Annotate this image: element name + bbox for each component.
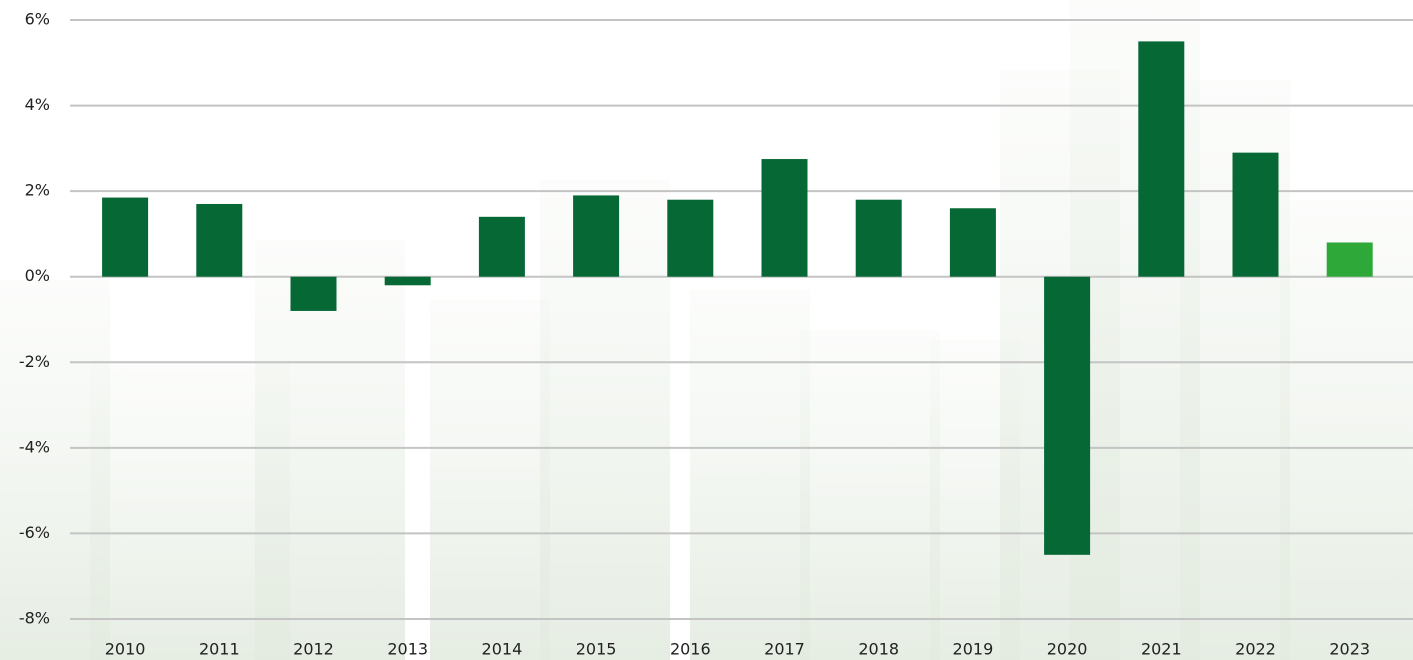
- x-tick-label: 2021: [1141, 640, 1182, 659]
- bar: [384, 276, 431, 286]
- x-tick-label: 2022: [1235, 640, 1276, 659]
- y-tick-label: 6%: [25, 10, 50, 29]
- bar: [1044, 276, 1091, 555]
- x-tick-label: 2016: [670, 640, 711, 659]
- bar: [1326, 242, 1373, 277]
- x-tick-label: 2011: [199, 640, 240, 659]
- bar: [478, 216, 525, 277]
- bar: [290, 276, 337, 311]
- x-tick-label: 2012: [293, 640, 334, 659]
- bar: [573, 195, 620, 277]
- y-tick-label: 0%: [25, 266, 50, 285]
- bar: [949, 208, 996, 277]
- y-tick-label: -8%: [19, 609, 50, 628]
- bar: [667, 199, 714, 277]
- y-tick-label: -6%: [19, 523, 50, 542]
- bar: [196, 203, 243, 277]
- x-tick-label: 2018: [858, 640, 899, 659]
- y-tick-label: 4%: [25, 95, 50, 114]
- x-tick-label: 2015: [576, 640, 617, 659]
- x-tick-label: 2014: [482, 640, 523, 659]
- y-tick-label: -2%: [19, 352, 50, 371]
- x-tick-label: 2017: [764, 640, 805, 659]
- bar: [761, 159, 808, 277]
- bar: [1232, 152, 1279, 277]
- y-tick-label: -4%: [19, 437, 50, 456]
- x-tick-label: 2019: [953, 640, 994, 659]
- bar: [1138, 41, 1185, 277]
- x-tick-label: 2013: [387, 640, 428, 659]
- bar: [102, 197, 149, 277]
- x-tick-label: 2020: [1047, 640, 1088, 659]
- x-tick-label: 2023: [1329, 640, 1370, 659]
- y-tick-label: 2%: [25, 181, 50, 200]
- x-tick-label: 2010: [105, 640, 146, 659]
- bar: [855, 199, 902, 277]
